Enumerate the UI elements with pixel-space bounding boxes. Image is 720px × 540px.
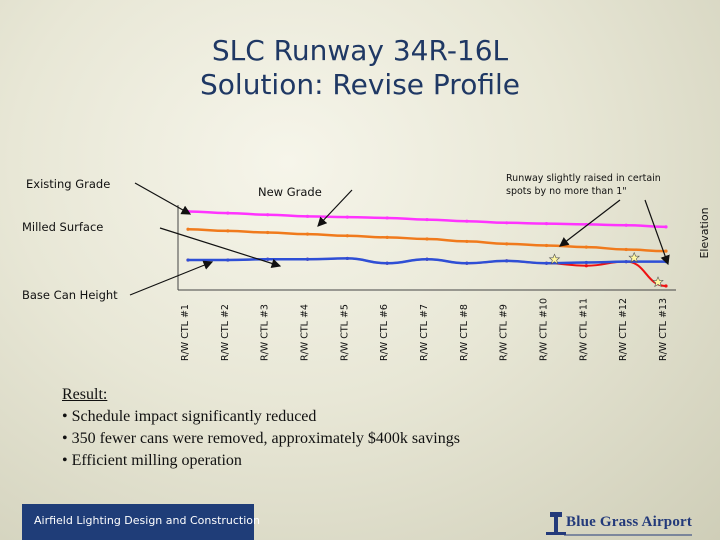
label-milled-surface: Milled Surface (22, 220, 104, 234)
footer-text: Airfield Lighting Design and Constructio… (34, 514, 260, 527)
chart-tick-labels: R/W CTL #1 R/W CTL #2 R/W CTL #3 R/W CTL #4… (180, 298, 669, 361)
result-bullet-2: • 350 fewer cans were removed, approxima… (62, 430, 460, 447)
series-1-point-2 (266, 230, 270, 235)
airport-logo (546, 512, 692, 536)
x-tick-label-11: R/W CTL #11 (578, 298, 589, 361)
series-2-point-11 (624, 260, 628, 264)
arrow-milled-surface (159, 227, 282, 269)
arrow-runway-note-1 (559, 199, 621, 247)
runway-note-line1: Runway slightly raised in certain (506, 173, 661, 184)
footer-bar (22, 504, 254, 540)
x-tick-label-12: R/W CTL #12 (618, 298, 629, 361)
series-1-point-4 (345, 234, 349, 238)
result-heading: Result: (62, 386, 108, 403)
y-axis-label: Elevation (698, 207, 711, 258)
runway-note-line2: spots by no more than 1" (506, 186, 627, 197)
series-1-point-0 (186, 227, 190, 231)
slide-title-line1: SLC Runway 34R-16L (211, 34, 509, 67)
x-tick-label-4: R/W CTL #4 (300, 304, 311, 361)
series-2-point-5 (385, 261, 389, 265)
raised-spot-star-0 (548, 253, 561, 265)
x-tick-label-6: R/W CTL #6 (379, 304, 390, 361)
slide-title-line2: Solution: Revise Profile (200, 68, 520, 101)
raised-spot-star-1 (628, 251, 640, 263)
series-1-point-12 (664, 249, 668, 253)
series-0-point-11 (624, 223, 628, 227)
series-2-point-0 (186, 258, 190, 262)
series-0-point-6 (425, 217, 429, 222)
tower-icon (546, 512, 566, 535)
callout-arrows (129, 182, 670, 296)
label-existing-grade: Existing Grade (26, 177, 111, 191)
series-1-point-11 (624, 247, 628, 252)
series-1-point-8 (505, 242, 509, 246)
series-1-point-10 (584, 245, 588, 249)
x-tick-label-3: R/W CTL #3 (260, 304, 271, 361)
arrow-existing-grade (134, 182, 192, 215)
x-tick-label-1: R/W CTL #1 (180, 304, 191, 361)
x-tick-label-13: R/W CTL #13 (658, 298, 669, 361)
x-tick-label-2: R/W CTL #2 (220, 304, 231, 361)
series-1-point-1 (226, 229, 230, 233)
label-new-grade: New Grade (258, 185, 322, 199)
arrow-base-can-height (129, 260, 214, 296)
arrow-runway-note-2 (644, 199, 670, 266)
arrow-new-grade (317, 189, 353, 227)
series-2-point-9 (544, 261, 549, 265)
series-3-point-12 (664, 284, 668, 288)
series-2-point-7 (465, 261, 469, 265)
result-bullet-1: • Schedule impact significantly reduced (62, 408, 317, 425)
label-base-can-height: Base Can Height (22, 288, 118, 302)
series-2-point-2 (266, 257, 270, 261)
series-1-point-5 (385, 235, 389, 239)
series-0-point-3 (305, 214, 310, 218)
x-tick-label-7: R/W CTL #7 (419, 304, 430, 361)
x-tick-label-10: R/W CTL #10 (539, 298, 550, 361)
series-2-point-10 (584, 260, 588, 265)
series-1-point-6 (425, 237, 429, 241)
airport-logo-text: Blue Grass Airport (566, 514, 693, 530)
result-bullet-3: • Efficient milling operation (62, 452, 242, 469)
series-2-point-6 (425, 257, 429, 261)
series-0-point-8 (505, 221, 509, 225)
runway-note: Runway slightly raised in certain spots … (506, 172, 661, 198)
x-tick-label-9: R/W CTL #9 (499, 304, 510, 361)
series-2-point-8 (505, 259, 509, 263)
series-0-point-12 (664, 225, 668, 229)
raised-spot-star-2 (652, 276, 664, 288)
x-tick-label-8: R/W CTL #8 (459, 304, 470, 361)
x-tick-label-5: R/W CTL #5 (339, 304, 350, 361)
result-block: Result: • Schedule impact significantly … (62, 384, 460, 472)
series-0-point-2 (266, 213, 270, 217)
series-3-point-10 (584, 264, 588, 268)
series-1-point-7 (465, 239, 469, 244)
series-0-point-1 (226, 211, 230, 215)
series-0-point-4 (345, 215, 349, 219)
chart-series (186, 209, 668, 288)
series-0-point-5 (385, 216, 389, 220)
series-2-point-3 (305, 257, 310, 261)
series-1-point-9 (544, 243, 549, 248)
series-2-point-1 (226, 258, 230, 262)
series-0-point-9 (544, 222, 549, 226)
series-1-point-3 (305, 232, 310, 236)
series-2-point-4 (345, 256, 349, 261)
series-0-point-7 (465, 219, 469, 223)
